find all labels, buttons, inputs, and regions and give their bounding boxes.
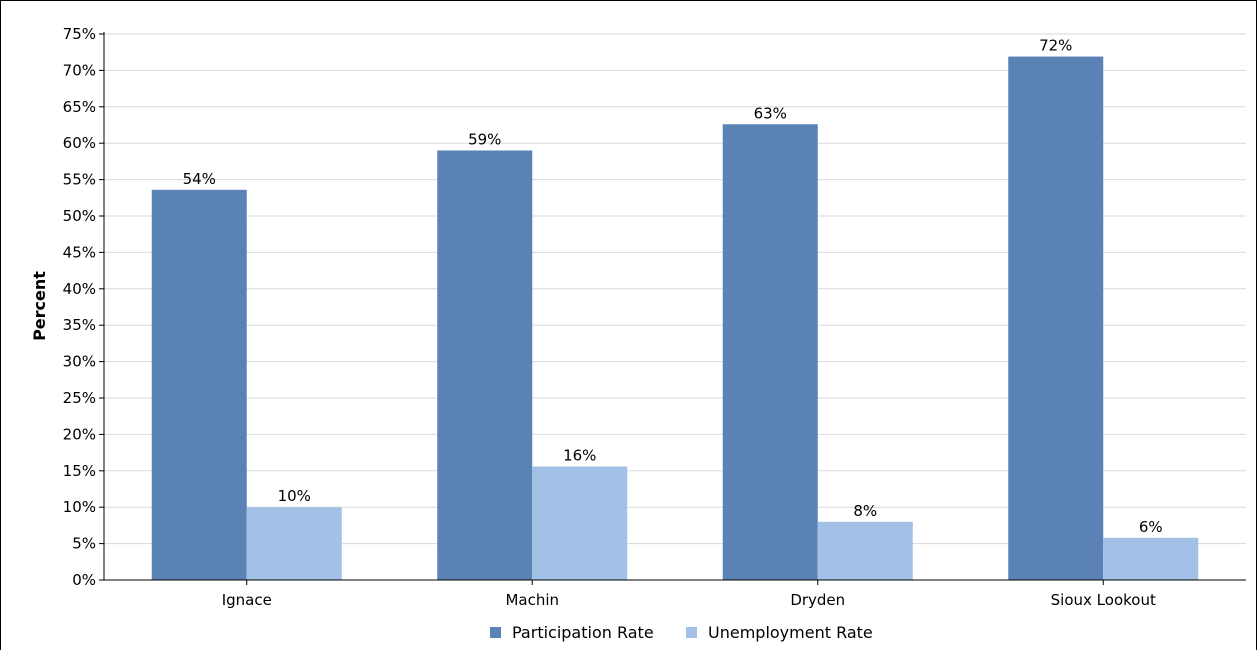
data-label-participation: 59% (468, 130, 501, 148)
data-label-unemployment: 8% (853, 502, 877, 520)
y-tick-label: 30% (63, 353, 96, 371)
x-category-label: Machin (505, 591, 559, 609)
y-tick-label: 65% (63, 98, 96, 116)
bar-participation (151, 189, 247, 581)
data-label-participation: 54% (183, 170, 216, 188)
y-tick-label: 40% (63, 280, 96, 298)
legend: Participation Rate Unemployment Rate (490, 623, 873, 642)
y-tick-label: 35% (63, 316, 96, 334)
data-label-participation: 72% (1039, 37, 1072, 55)
y-tick-label: 45% (63, 243, 96, 261)
y-tick-label: 60% (63, 134, 96, 152)
y-tick-label: 55% (63, 171, 96, 189)
y-axis-title: Percent (30, 271, 49, 341)
legend-label-unemployment: Unemployment Rate (708, 623, 873, 642)
legend-swatch-participation (490, 627, 501, 638)
bars (151, 56, 1199, 581)
bar-unemployment (817, 521, 913, 580)
y-tick-label: 25% (63, 389, 96, 407)
y-tick-label: 15% (63, 462, 96, 480)
data-label-participation: 63% (754, 104, 787, 122)
y-tick-label: 75% (63, 25, 96, 43)
bar-unemployment (246, 507, 342, 580)
bar-unemployment (532, 466, 628, 580)
y-axis: 0% 5% 10% 15% 20% 25% 30% 35% 40% 45% 50% 55% 60% 65%… (63, 25, 105, 589)
data-labels: 54% 10% 59% 16% 63% 8% 72% 6% (183, 37, 1163, 536)
legend-label-participation: Participation Rate (512, 623, 654, 642)
data-label-unemployment: 10% (278, 487, 311, 505)
x-category-label: Sioux Lookout (1051, 591, 1156, 609)
y-tick-label: 20% (63, 425, 96, 443)
y-tick-label: 70% (63, 61, 96, 79)
x-category-label: Dryden (790, 591, 845, 609)
y-tick-label: 5% (72, 535, 96, 553)
data-label-unemployment: 16% (563, 446, 596, 464)
data-label-unemployment: 6% (1139, 518, 1163, 536)
y-tick-label: 0% (72, 571, 96, 589)
y-tick-label: 50% (63, 207, 96, 225)
bar-participation (437, 150, 533, 581)
x-axis: Ignace Machin Dryden Sioux Lookout (104, 579, 1246, 609)
y-tick-label: 10% (63, 498, 96, 516)
bar-unemployment (1103, 537, 1199, 580)
legend-swatch-unemployment (686, 627, 697, 638)
bar-participation (722, 124, 818, 580)
x-category-label: Ignace (222, 591, 272, 609)
bar-participation (1008, 56, 1104, 581)
